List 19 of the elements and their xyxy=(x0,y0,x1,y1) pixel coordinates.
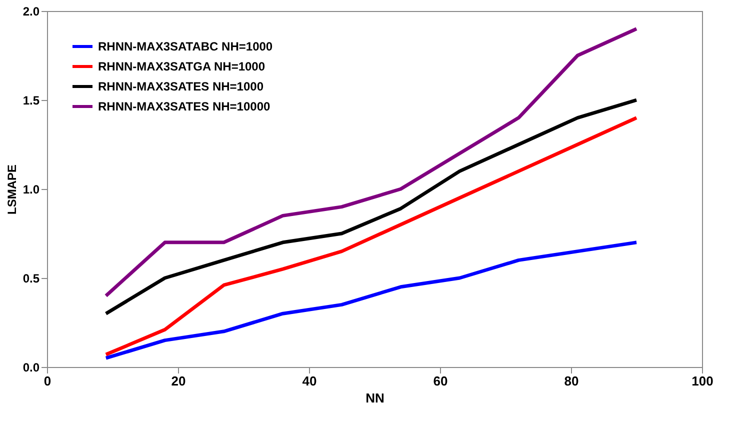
x-tick-label: 60 xyxy=(433,374,448,388)
x-axis-title: NN xyxy=(366,390,384,406)
x-tick-label: 40 xyxy=(302,374,317,388)
line-series xyxy=(104,116,638,356)
x-tick-label: 100 xyxy=(692,374,714,388)
legend-label: RHNN-MAX3SATES NH=1000 xyxy=(98,80,264,94)
legend-label: RHNN-MAX3SATES NH=10000 xyxy=(98,100,270,114)
y-axis-title: LSMAPE xyxy=(4,164,19,215)
y-tick-label: 0.0 xyxy=(22,360,40,374)
line-series xyxy=(104,240,638,360)
x-tick-label: 0 xyxy=(44,374,52,388)
x-tick-label: 80 xyxy=(564,374,579,388)
y-tick-label: 1.0 xyxy=(22,182,40,196)
x-tick-label: 20 xyxy=(171,374,186,388)
y-tick-label: 0.5 xyxy=(22,272,40,286)
y-tick-label: 1.5 xyxy=(22,94,40,108)
y-tick-label: 2.0 xyxy=(22,4,40,18)
legend-label: RHNN-MAX3SATGA NH=1000 xyxy=(98,60,266,74)
legend-label: RHNN-MAX3SATABC NH=1000 xyxy=(98,40,273,54)
